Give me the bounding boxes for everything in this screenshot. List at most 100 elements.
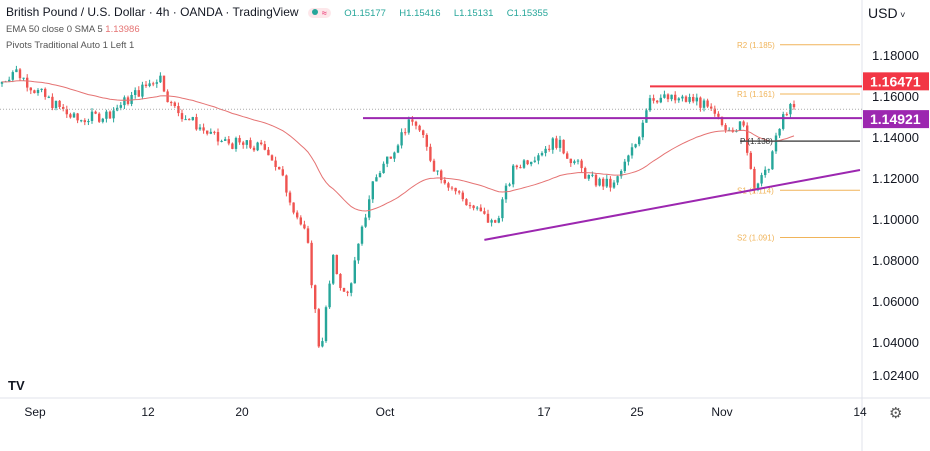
candle-body — [594, 174, 598, 186]
candle-body — [684, 96, 688, 102]
candle-body — [321, 341, 324, 347]
price-tick-label: 1.06000 — [872, 294, 919, 309]
candle-body — [584, 168, 587, 179]
candle-body — [425, 134, 428, 147]
candle-body — [706, 100, 709, 107]
candle-body — [346, 291, 349, 293]
ohlc-open: O1.15177 — [344, 8, 386, 19]
candle-body — [609, 178, 612, 188]
candle-body — [522, 160, 526, 168]
candle-body — [278, 166, 281, 170]
candle-body — [652, 98, 655, 101]
candle-body — [591, 174, 594, 176]
currency-selector[interactable]: USD ˅ — [868, 5, 905, 21]
time-tick-label: Oct — [376, 405, 395, 419]
symbol-title[interactable]: British Pound / U.S. Dollar · 4h · OANDA… — [6, 5, 299, 19]
status-badge: ≈ — [307, 8, 331, 18]
candle-body — [54, 100, 58, 109]
candle-body — [515, 165, 518, 168]
candle-body — [771, 151, 774, 170]
candle-body — [623, 161, 626, 171]
settings-gear-icon[interactable]: ⚙ — [889, 405, 903, 422]
candle-body — [648, 98, 652, 111]
candle-body — [602, 178, 605, 187]
candle-body — [785, 114, 788, 116]
ema-legend[interactable]: EMA 50 close 0 SMA 5 1.13986 — [6, 24, 140, 35]
candle-body — [303, 224, 306, 229]
candle-body — [317, 309, 320, 347]
candle-body — [375, 177, 378, 182]
pivot-label: R2 (1.185) — [737, 41, 775, 50]
candle-body — [468, 205, 472, 207]
candle-body — [677, 98, 680, 101]
candle-body — [432, 160, 436, 172]
candle-body — [155, 82, 158, 84]
candle-body — [274, 160, 277, 167]
tradingview-logo-icon: TV — [8, 378, 25, 393]
candle-body — [778, 128, 781, 136]
candle-body — [692, 97, 695, 102]
candle-body — [368, 199, 371, 218]
candle-body — [530, 161, 533, 165]
candle-body — [587, 174, 590, 179]
candle-body — [62, 106, 65, 110]
currency-label: USD — [868, 5, 898, 21]
candle-body — [0, 81, 4, 84]
candle-body — [526, 160, 529, 165]
candle-body — [202, 127, 205, 131]
pivots-legend[interactable]: Pivots Traditional Auto 1 Left 1 — [6, 40, 135, 51]
candle-body — [605, 178, 608, 187]
price-tick-label: 1.18000 — [872, 48, 919, 63]
candle-body — [350, 283, 353, 293]
price-tick-label: 1.16000 — [872, 89, 919, 104]
candle-body — [335, 254, 338, 275]
candle-body — [80, 120, 83, 122]
ema-label: EMA 50 close 0 SMA 5 — [6, 24, 103, 35]
time-tick-label: Nov — [711, 405, 732, 419]
candle-body — [411, 119, 414, 122]
candle-body — [324, 307, 328, 342]
candle-body — [285, 175, 288, 193]
candle-body — [389, 156, 392, 159]
ascending-trendline — [484, 169, 861, 241]
candle-body — [519, 167, 522, 169]
candle-body — [414, 121, 418, 126]
candle-body — [119, 105, 122, 108]
ohlc-high: H1.15416 — [399, 8, 441, 19]
candle-body — [612, 182, 616, 188]
candle-body — [756, 183, 760, 190]
candle-body — [227, 139, 230, 144]
candle-body — [422, 130, 425, 135]
candle-body — [224, 139, 227, 141]
candle-body — [40, 88, 43, 90]
candle-body — [627, 155, 630, 162]
candle-body — [508, 184, 511, 186]
candle-body — [242, 142, 245, 145]
candle-body — [555, 138, 558, 148]
candle-body — [170, 102, 173, 104]
candle-body — [353, 260, 356, 284]
candle-body — [504, 185, 508, 200]
candle-body — [191, 117, 194, 121]
candle-body — [458, 191, 461, 193]
candle-body — [562, 139, 565, 154]
candle-body — [144, 84, 148, 87]
candle-body — [177, 106, 180, 114]
price-tick-label: 1.08000 — [872, 253, 919, 268]
candle-body — [216, 132, 220, 142]
candle-body — [674, 94, 677, 101]
candle-body — [738, 121, 742, 131]
support-price-label-bg — [863, 110, 929, 129]
candle-body — [699, 97, 702, 108]
chevron-down-icon: ˅ — [897, 10, 906, 20]
candle-body — [576, 160, 580, 162]
candle-body — [159, 75, 162, 83]
price-tick-label: 1.04000 — [872, 335, 919, 350]
candle-body — [148, 83, 151, 87]
candle-body — [206, 130, 209, 134]
candle-body — [544, 148, 547, 154]
candle-body — [26, 77, 29, 88]
candle-body — [65, 109, 68, 115]
